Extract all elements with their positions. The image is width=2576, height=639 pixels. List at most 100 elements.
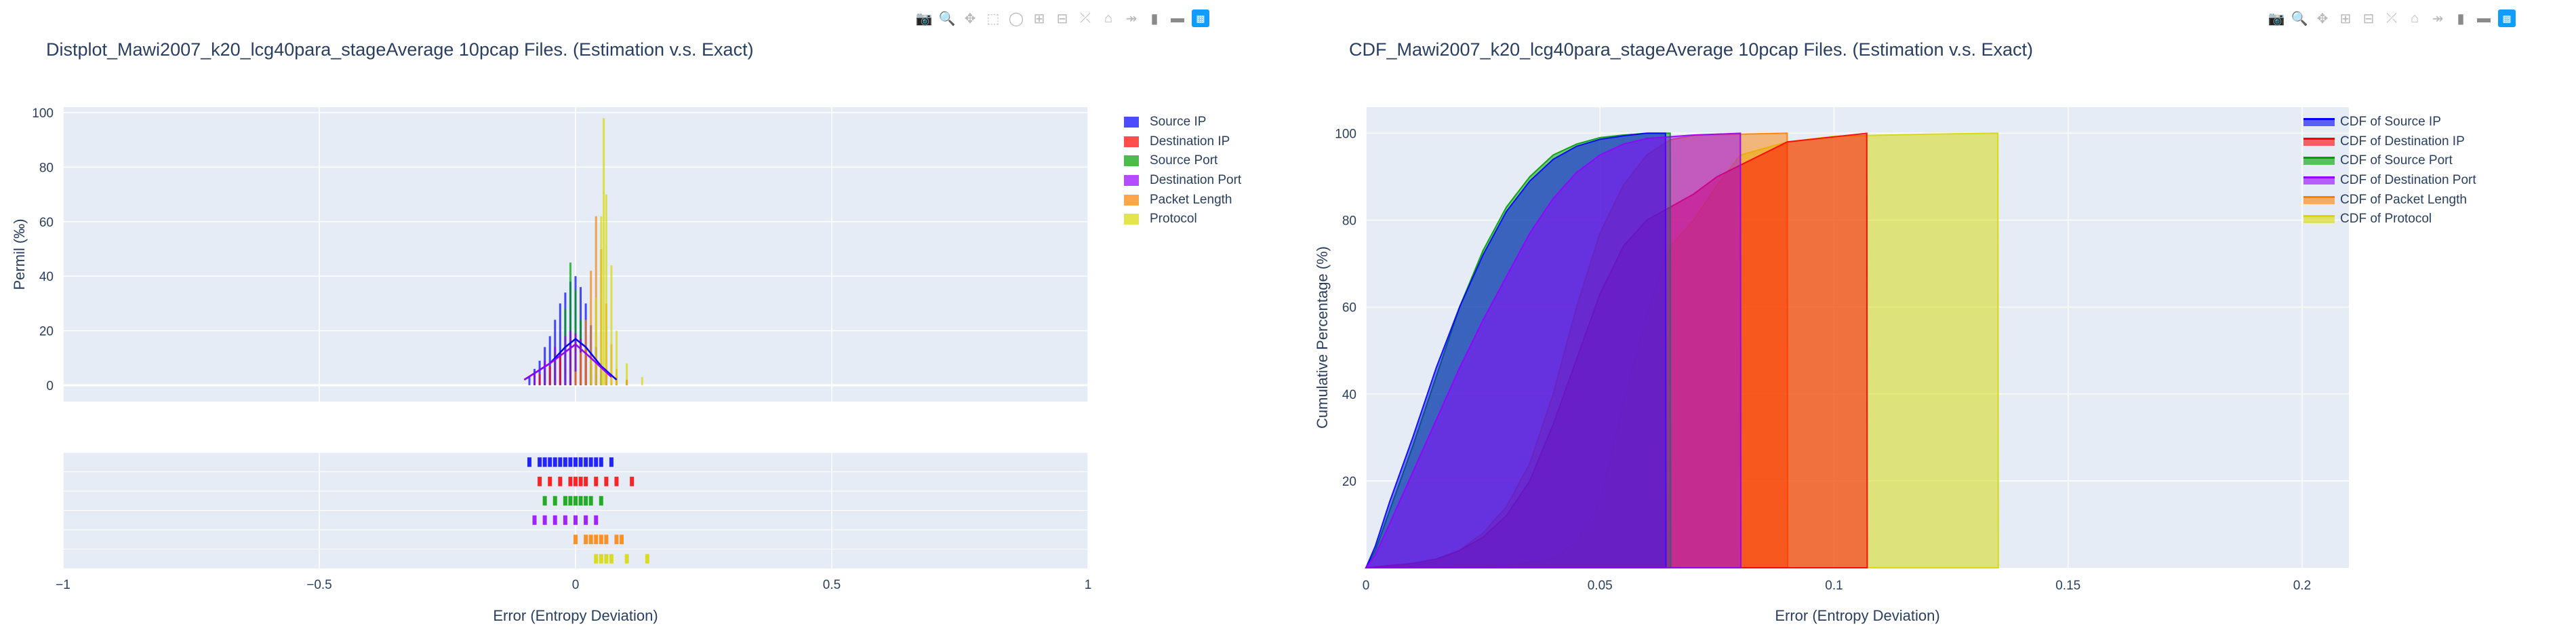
y-tick-label: 20 xyxy=(1342,475,1356,489)
y-axis-title: Permil (‰) xyxy=(11,218,28,290)
legend-item[interactable]: Source Port xyxy=(1124,151,1241,171)
legend-item[interactable]: CDF of Packet Length xyxy=(2303,190,2476,210)
hover-closest-icon[interactable]: ▮ xyxy=(1150,11,1159,26)
y-tick-label: 80 xyxy=(39,161,54,175)
camera-icon[interactable]: 📷 xyxy=(2268,11,2285,26)
y-tick-label: 100 xyxy=(1335,127,1356,141)
histogram-bar xyxy=(534,374,536,385)
legend-label: Packet Length xyxy=(1150,192,1232,207)
zoom-out-icon[interactable]: ⊟ xyxy=(2362,11,2375,26)
legend-label: CDF of Destination IP xyxy=(2340,134,2465,149)
density-curve xyxy=(523,343,612,381)
legend-swatch xyxy=(1124,155,1139,167)
histogram-bar xyxy=(569,330,571,385)
hover-closest-icon[interactable]: ▮ xyxy=(2457,11,2465,26)
histogram-bar xyxy=(559,303,561,385)
legend-swatch xyxy=(2303,118,2335,127)
legend-item[interactable]: Packet Length xyxy=(1124,190,1241,210)
legend-swatch xyxy=(2303,195,2335,204)
camera-icon[interactable]: 📷 xyxy=(915,11,933,26)
legend-label: CDF of Source Port xyxy=(2340,153,2453,168)
y-tick-label: 20 xyxy=(39,325,54,339)
histogram-bar xyxy=(600,216,603,385)
cdf-svg[interactable]: 20 40 60 80 100 0 0.05 0.1 0.15 0.2 Error (Entropy… xyxy=(1288,0,2576,639)
legend-item[interactable]: CDF of Source IP xyxy=(2303,113,2476,132)
legend-label: CDF of Packet Length xyxy=(2340,192,2467,207)
legend-item[interactable]: CDF of Destination IP xyxy=(2303,132,2476,152)
y-tick-label: 40 xyxy=(39,270,54,284)
x-tick-label: 0.05 xyxy=(1588,579,1613,593)
x-tick-label: 0.15 xyxy=(2055,579,2080,593)
histogram-bar xyxy=(590,271,592,385)
x-tick-label: −1 xyxy=(56,578,71,592)
x-tick-label: 0.2 xyxy=(2293,579,2311,593)
legend-label: CDF of Destination Port xyxy=(2340,173,2476,188)
hover-compare-icon[interactable]: ▬ xyxy=(1171,10,1184,26)
pan-icon[interactable]: ✥ xyxy=(964,11,976,26)
histogram-bar xyxy=(528,376,531,385)
distplot-panel: 📷 🔍 ✥ ⬚ ◯ ⊞ ⊟ ⤫ ⌂ ↠ ▮ ▬ ▩ Distplot_Mawi2… xyxy=(0,0,1288,639)
histogram-bar xyxy=(595,298,597,385)
histogram-bar xyxy=(544,360,546,385)
distplot-legend: Source IP Destination IP Source Port Destin… xyxy=(1124,113,1241,229)
distplot-svg[interactable]: 0 20 40 60 80 100 −1 −0.5 0 0.5 1 Error (Entropy De… xyxy=(0,0,1288,639)
legend-swatch xyxy=(1124,136,1139,147)
histogram-bar xyxy=(605,194,607,385)
autoscale-icon[interactable]: ⤫ xyxy=(2386,10,2397,26)
zoom-in-icon[interactable]: ⊞ xyxy=(2339,11,2352,26)
zoom-in-icon[interactable]: ⊞ xyxy=(1033,11,1045,26)
x-axis-title: Error (Entropy Deviation) xyxy=(493,607,658,624)
plotly-logo-icon[interactable]: ▩ xyxy=(2498,9,2516,27)
x-tick-label: 0.1 xyxy=(1825,579,1843,593)
legend-label: Source Port xyxy=(1150,153,1218,168)
histogram-bar xyxy=(538,374,541,385)
spike-icon[interactable]: ↠ xyxy=(2432,11,2444,26)
legend-item[interactable]: Destination Port xyxy=(1124,171,1241,191)
zoom-icon[interactable]: 🔍 xyxy=(938,11,956,26)
histogram-bar xyxy=(610,265,613,385)
pan-icon[interactable]: ✥ xyxy=(2316,11,2329,26)
histogram-bar xyxy=(538,360,541,385)
histogram-bar xyxy=(615,330,618,385)
y-tick-label: 100 xyxy=(32,106,54,121)
cdf-legend: CDF of Source IP CDF of Destination IP CDF… xyxy=(2303,113,2476,229)
y-tick-label: 60 xyxy=(39,216,54,230)
home-icon[interactable]: ⌂ xyxy=(1104,10,1113,26)
cdf-panel: 📷 🔍 ✥ ⊞ ⊟ ⤫ ⌂ ↠ ▮ ▬ ▩ CDF_Mawi2007_k20_l… xyxy=(1288,0,2576,639)
histogram-bar xyxy=(564,336,567,385)
x-tick-label: 0 xyxy=(572,578,580,592)
histogram-bar xyxy=(574,371,577,385)
x-tick-label: −0.5 xyxy=(306,578,332,592)
autoscale-icon[interactable]: ⤫ xyxy=(1080,10,1091,26)
x-tick-label: 0 xyxy=(1363,579,1370,593)
legend-swatch xyxy=(2303,137,2335,146)
home-icon[interactable]: ⌂ xyxy=(2410,10,2419,26)
legend-item[interactable]: Source IP xyxy=(1124,113,1241,132)
y-tick-label: 40 xyxy=(1342,388,1356,402)
spike-icon[interactable]: ↠ xyxy=(1125,11,1138,26)
x-tick-label: 1 xyxy=(1085,578,1092,592)
legend-item[interactable]: CDF of Protocol xyxy=(2303,210,2476,229)
lasso-icon[interactable]: ◯ xyxy=(1008,11,1024,26)
histogram-bar xyxy=(574,333,577,385)
legend-label: CDF of Protocol xyxy=(2340,212,2432,227)
legend-item[interactable]: CDF of Source Port xyxy=(2303,151,2476,171)
hover-compare-icon[interactable]: ▬ xyxy=(2477,10,2491,26)
y-axis-title: Cumulative Percentage (%) xyxy=(1314,246,1331,429)
legend-swatch xyxy=(1124,117,1139,128)
legend-swatch xyxy=(2303,215,2335,224)
legend-item[interactable]: Protocol xyxy=(1124,210,1241,229)
legend-swatch xyxy=(1124,175,1139,187)
histogram-bar xyxy=(554,347,557,385)
legend-item[interactable]: CDF of Destination Port xyxy=(2303,171,2476,191)
plotly-logo-icon[interactable]: ▩ xyxy=(1192,9,1209,27)
zoom-icon[interactable]: 🔍 xyxy=(2291,11,2308,26)
right-modebar: 📷 🔍 ✥ ⊞ ⊟ ⤫ ⌂ ↠ ▮ ▬ ▩ xyxy=(2268,8,2516,28)
histogram-bar xyxy=(580,352,582,385)
y-tick-label: 60 xyxy=(1342,301,1356,315)
histogram-bar xyxy=(590,357,592,385)
legend-item[interactable]: Destination IP xyxy=(1124,132,1241,152)
x-axis-title: Error (Entropy Deviation) xyxy=(1775,607,1939,624)
zoom-out-icon[interactable]: ⊟ xyxy=(1056,11,1068,26)
box-select-icon[interactable]: ⬚ xyxy=(986,11,1000,26)
